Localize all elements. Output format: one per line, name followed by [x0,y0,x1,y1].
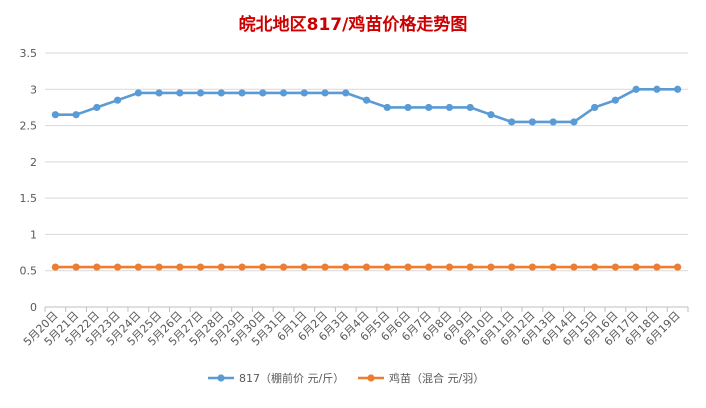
y-tick-label: 3 [30,83,37,96]
data-point [72,111,80,119]
data-point [632,263,640,271]
data-point [93,263,101,271]
data-point [259,89,267,97]
data-point [487,263,495,271]
legend-item: 鸡苗（混合 元/羽） [358,371,484,385]
data-point [674,85,682,93]
data-point [674,263,682,271]
legend: 817（棚前价 元/斤） 鸡苗（混合 元/羽） [208,371,484,385]
y-tick-label: 1.5 [20,192,38,205]
axes [44,306,689,312]
legend-marker [367,374,375,382]
chart-title: 皖北地区817/鸡苗价格走势图 [239,14,468,35]
data-point [362,263,371,271]
data-point [528,118,537,126]
x-axis-ticks: 5月20日5月21日5月22日5月23日5月24日5月25日5月26日5月27日… [21,309,683,349]
data-point [300,263,308,271]
data-point [196,263,205,271]
legend-item: 817（棚前价 元/斤） [208,371,344,385]
data-point [404,263,412,271]
data-point [155,263,163,271]
data-point [404,103,412,112]
data-point [508,263,516,271]
data-point [196,89,205,97]
data-point [632,85,640,93]
data-point [570,118,578,126]
data-point [611,263,620,271]
legend-label: 817（棚前价 元/斤） [239,371,344,385]
data-point [155,89,163,97]
data-point [217,89,225,97]
data-point [445,263,454,271]
data-point [653,85,661,93]
legend-marker [217,374,225,382]
data-point [279,89,288,97]
data-point [549,263,557,271]
data-point [611,96,620,104]
series-1 [51,85,682,126]
data-point [176,89,184,97]
data-point [487,111,495,119]
data-point [549,118,557,126]
y-tick-label: 0.5 [20,265,38,278]
data-point [508,118,516,126]
data-point [176,263,184,271]
data-point [72,263,80,271]
data-point [362,96,371,104]
series-2 [51,263,682,271]
data-point [466,263,474,271]
data-point [591,103,599,112]
data-point [134,89,142,97]
y-tick-label: 0 [30,301,37,314]
data-point [51,263,59,271]
data-point [259,263,267,271]
data-point [570,263,578,271]
data-point [653,263,661,271]
data-point [51,111,59,119]
y-axis-ticks: 0 0.5 1 1.5 2 2.5 3 3.5 [20,47,38,314]
data-point [279,263,288,271]
data-point [445,103,454,112]
data-point [383,103,391,112]
data-point [113,96,122,104]
data-point [528,263,537,271]
series-line [55,88,678,124]
data-point [134,263,142,271]
data-point [342,89,350,97]
y-tick-label: 3.5 [20,47,38,60]
y-tick-label: 2.5 [20,120,38,133]
data-point [321,89,329,97]
data-point [425,263,433,271]
data-point [113,263,122,271]
data-point [383,263,391,271]
data-point [466,103,474,112]
data-point [300,89,308,97]
data-point [425,103,433,112]
series [51,85,682,271]
legend-label: 鸡苗（混合 元/羽） [389,371,484,385]
data-point [321,263,329,271]
data-point [217,263,225,271]
gridlines [45,52,688,272]
data-point [238,89,246,97]
y-tick-label: 1 [30,228,37,241]
data-point [93,103,101,112]
y-tick-label: 2 [30,156,37,169]
data-point [342,263,350,271]
data-point [238,263,246,271]
data-point [591,263,599,271]
